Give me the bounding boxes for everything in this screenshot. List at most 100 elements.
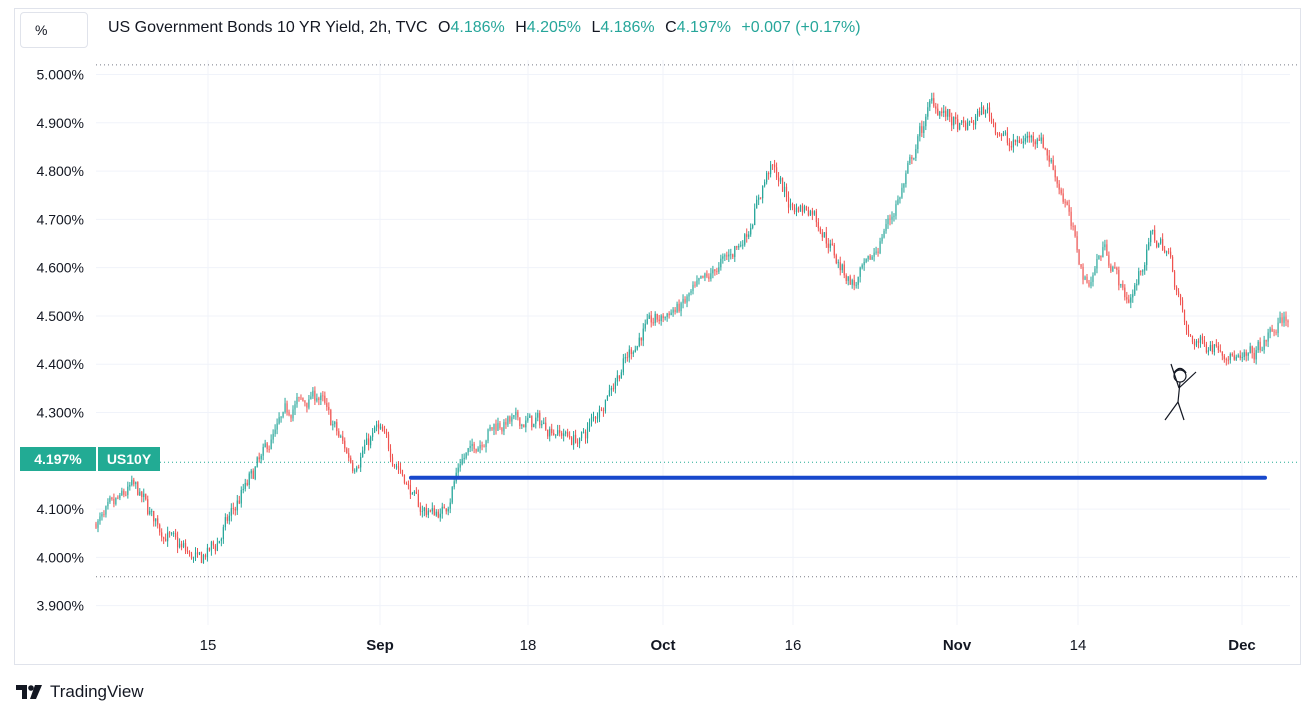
candle-body: [1221, 351, 1223, 356]
candle-body: [505, 422, 507, 425]
candle-body: [837, 262, 839, 264]
candle-body: [101, 514, 103, 517]
candle-body: [240, 490, 242, 504]
candle-body: [1072, 225, 1074, 227]
candle-body: [1213, 344, 1215, 352]
candle-body: [943, 110, 945, 113]
candle-body: [881, 237, 883, 242]
x-tick-label: Oct: [650, 637, 675, 654]
candle-body: [298, 397, 300, 398]
candle-body: [338, 431, 340, 437]
candle-body: [397, 466, 400, 469]
candle-body: [1116, 267, 1118, 271]
candle-body: [891, 216, 893, 220]
candle-body: [809, 210, 812, 216]
candle-body: [1096, 258, 1098, 269]
candle-body: [268, 449, 270, 450]
candle-body: [417, 494, 419, 507]
candle-body: [754, 208, 756, 226]
candle-body: [1016, 140, 1018, 142]
candle-body: [600, 409, 603, 411]
candle-body: [139, 491, 141, 496]
candle-body: [959, 123, 961, 130]
y-tick-label: 5.000%: [37, 66, 84, 82]
price-badge-symbol-bg: [98, 447, 160, 471]
candle-body: [423, 507, 425, 512]
y-tick-label: 4.500%: [37, 308, 84, 324]
candle-body: [393, 464, 396, 467]
candle-body: [1156, 240, 1158, 247]
candle-body: [1183, 309, 1186, 322]
candle-body: [547, 429, 549, 437]
candle-body: [1004, 132, 1007, 134]
candle-body: [632, 352, 634, 355]
candle-body: [875, 251, 877, 253]
unit-selector-button[interactable]: %: [20, 12, 88, 48]
candle-body: [793, 204, 796, 213]
candle-body: [485, 440, 487, 447]
candle-body: [608, 390, 611, 396]
candle-body: [543, 422, 545, 425]
candle-body: [561, 432, 563, 436]
candle-body: [372, 432, 374, 437]
candle-body: [825, 232, 827, 244]
candle-body: [728, 254, 730, 257]
tradingview-brand-label: TradingView: [50, 682, 144, 701]
candle-body: [937, 108, 939, 116]
candle-body: [801, 205, 804, 212]
candle-body: [955, 116, 957, 120]
candle-body: [1108, 255, 1110, 266]
candle-body: [1008, 142, 1011, 147]
candle-body: [1189, 334, 1192, 336]
candle-body: [354, 470, 356, 472]
candle-body: [811, 210, 813, 215]
candle-body: [147, 499, 149, 515]
candle-body: [827, 243, 829, 248]
candle-body: [1066, 201, 1068, 205]
candle-body: [1201, 336, 1204, 340]
chart-frame: [14, 8, 1301, 665]
candle-body: [734, 246, 736, 257]
candle-body: [214, 545, 216, 551]
candle-body: [411, 492, 414, 495]
candle-body: [1265, 339, 1267, 342]
candle-body: [841, 264, 843, 271]
candle-body: [180, 543, 183, 548]
candle-body: [451, 487, 453, 503]
candle-body: [684, 299, 686, 303]
candle-body: [334, 422, 336, 425]
candle-body: [750, 227, 752, 235]
candle-body: [588, 422, 591, 428]
candle-body: [628, 349, 630, 358]
candle-body: [795, 207, 798, 213]
candle-body: [475, 449, 477, 452]
candle-body: [744, 234, 746, 245]
chart-legend: US Government Bonds 10 YR Yield, 2h, TVC…: [108, 19, 861, 37]
candle-body: [736, 246, 738, 248]
candle-body: [533, 423, 535, 428]
candle-body: [145, 493, 147, 500]
candle-body: [1046, 149, 1048, 156]
candle-body: [815, 211, 817, 223]
candle-body: [598, 409, 601, 418]
candle-body: [236, 500, 238, 511]
candle-body: [718, 267, 720, 272]
candle-body: [988, 107, 991, 117]
candle-body: [1132, 294, 1134, 298]
candle-body: [1231, 353, 1233, 356]
candle-body: [541, 424, 543, 426]
candle-body: [266, 443, 268, 450]
candle-body: [650, 315, 652, 323]
candle-body: [218, 540, 220, 544]
candle-body: [161, 532, 163, 538]
candle-body: [686, 296, 688, 303]
candle-body: [1177, 291, 1180, 295]
candle-body: [620, 372, 622, 379]
candle-body: [286, 403, 288, 413]
candle-body: [992, 121, 995, 123]
candle-body: [204, 554, 207, 558]
candle-body: [105, 506, 107, 515]
candle-body: [399, 468, 402, 471]
legend-change-value: +0.007 (+0.17%): [741, 19, 861, 36]
